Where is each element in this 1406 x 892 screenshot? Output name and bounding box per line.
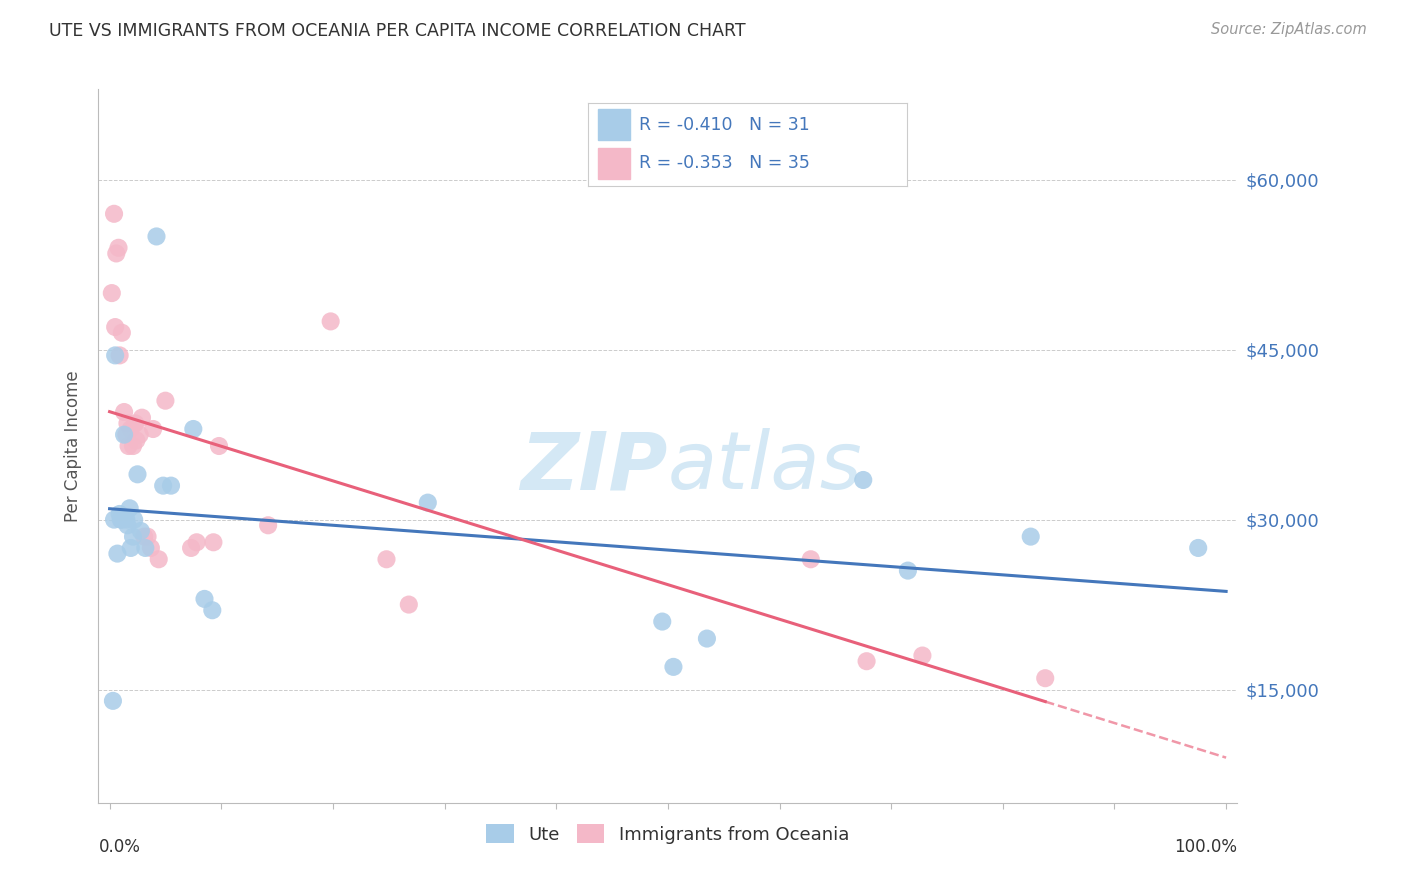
Point — [855, 654, 877, 668]
Point — [897, 564, 920, 578]
Point — [104, 348, 127, 362]
Point — [120, 541, 142, 555]
Point — [129, 524, 152, 538]
Point — [152, 478, 174, 492]
Text: 0.0%: 0.0% — [98, 838, 141, 856]
Text: UTE VS IMMIGRANTS FROM OCEANIA PER CAPITA INCOME CORRELATION CHART: UTE VS IMMIGRANTS FROM OCEANIA PER CAPIT… — [49, 22, 745, 40]
Point — [319, 314, 342, 328]
Point — [183, 422, 205, 436]
Point — [127, 467, 149, 482]
Legend: Ute, Immigrants from Oceania: Ute, Immigrants from Oceania — [479, 817, 856, 851]
Point — [117, 439, 139, 453]
Point — [118, 501, 141, 516]
Point — [122, 530, 145, 544]
Point — [111, 326, 134, 340]
Point — [208, 439, 231, 453]
Point — [122, 513, 145, 527]
Point — [128, 427, 150, 442]
Y-axis label: Per Capita Income: Per Capita Income — [65, 370, 83, 522]
Point — [111, 513, 134, 527]
Point — [134, 530, 156, 544]
Point — [110, 513, 132, 527]
Point — [142, 422, 165, 436]
Point — [800, 552, 823, 566]
Point — [104, 320, 127, 334]
Point — [117, 518, 139, 533]
Point — [134, 541, 156, 555]
Point — [139, 541, 162, 555]
Point — [160, 478, 183, 492]
Point — [398, 598, 420, 612]
Point — [1187, 541, 1209, 555]
Point — [852, 473, 875, 487]
Text: ZIP: ZIP — [520, 428, 668, 507]
Point — [101, 694, 124, 708]
Point — [108, 348, 131, 362]
Text: 100.0%: 100.0% — [1174, 838, 1237, 856]
Point — [108, 507, 131, 521]
Point — [696, 632, 718, 646]
Point — [375, 552, 398, 566]
Point — [145, 229, 167, 244]
Text: atlas: atlas — [668, 428, 863, 507]
Point — [257, 518, 280, 533]
Point — [180, 541, 202, 555]
Point — [416, 495, 439, 509]
Point — [651, 615, 673, 629]
Point — [1019, 530, 1042, 544]
Point — [115, 513, 138, 527]
Point — [131, 410, 153, 425]
Point — [201, 603, 224, 617]
Point — [1033, 671, 1056, 685]
Point — [155, 393, 177, 408]
Point — [662, 660, 685, 674]
Point — [101, 286, 124, 301]
Point — [107, 241, 129, 255]
Point — [112, 405, 135, 419]
Point — [148, 552, 170, 566]
Text: Source: ZipAtlas.com: Source: ZipAtlas.com — [1211, 22, 1367, 37]
Point — [112, 427, 135, 442]
Point — [120, 422, 142, 436]
Point — [193, 591, 215, 606]
Point — [103, 207, 125, 221]
Point — [115, 427, 138, 442]
Point — [186, 535, 208, 549]
Point — [122, 439, 145, 453]
Point — [202, 535, 225, 549]
Point — [103, 513, 125, 527]
Point — [105, 246, 128, 260]
Point — [124, 417, 146, 431]
Point — [107, 547, 129, 561]
Point — [117, 417, 139, 431]
Point — [125, 434, 148, 448]
Point — [136, 530, 159, 544]
Point — [911, 648, 934, 663]
